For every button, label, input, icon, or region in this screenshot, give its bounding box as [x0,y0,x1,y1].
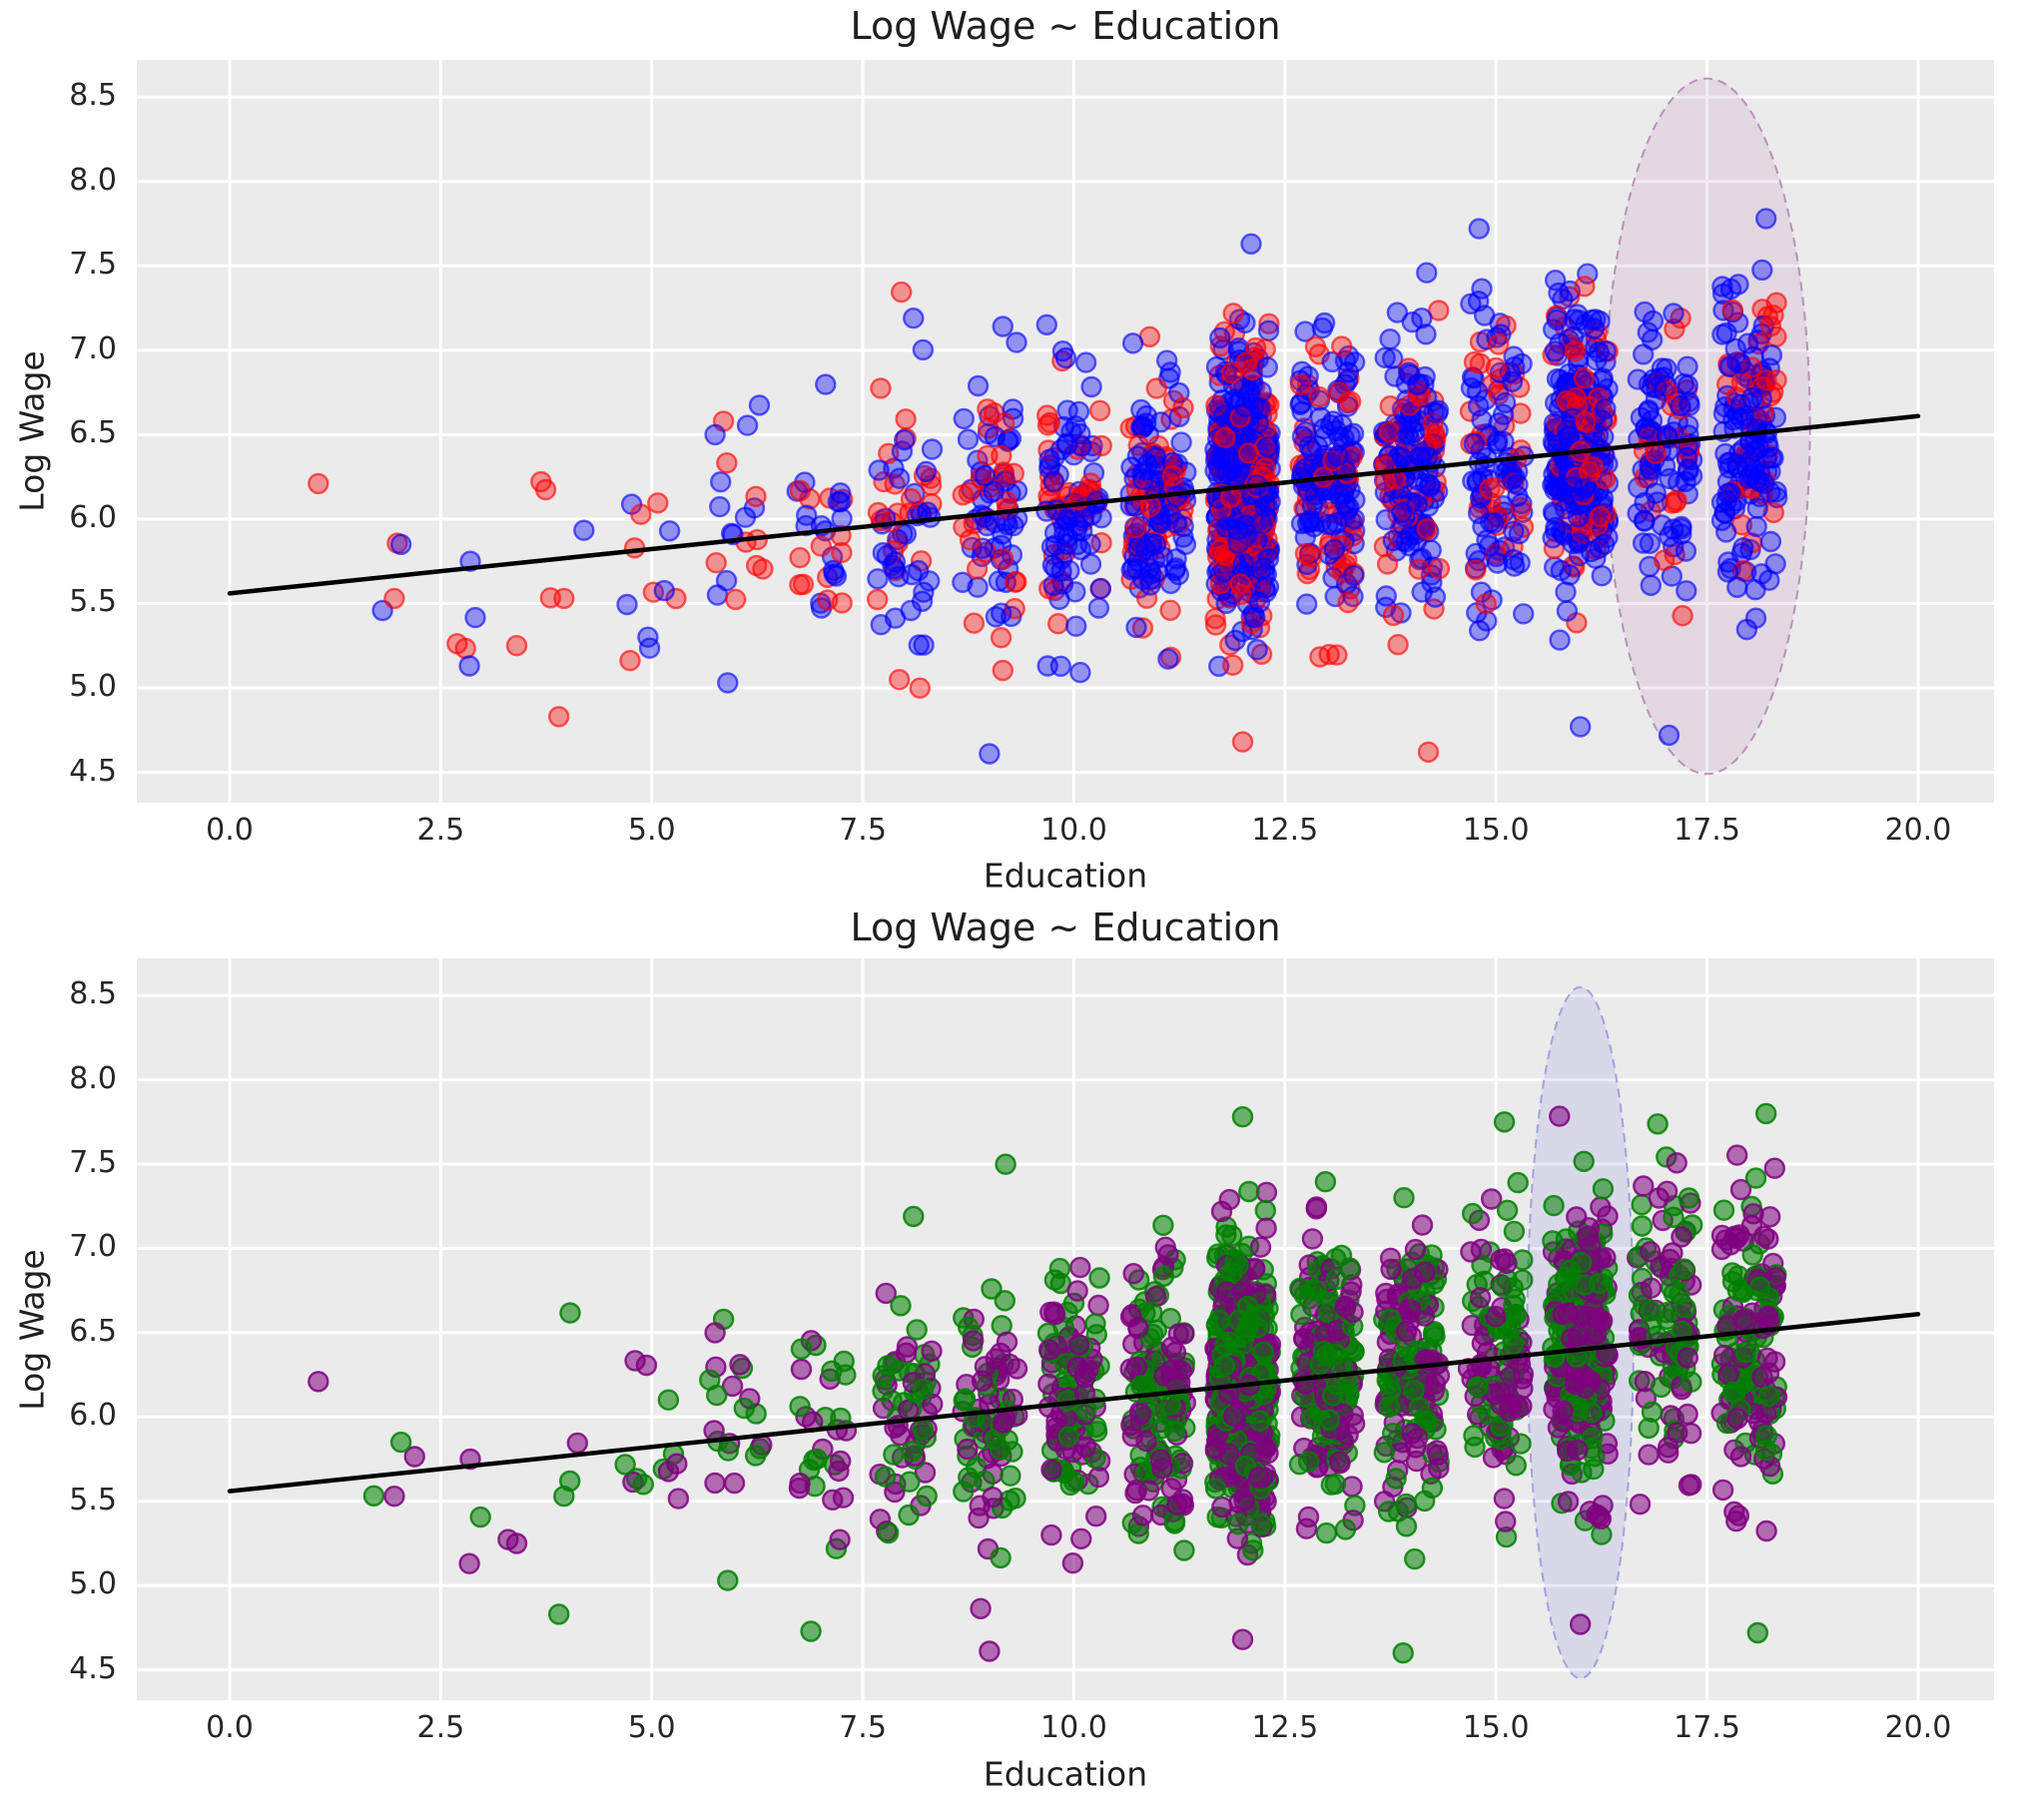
top-scatter-canvas [137,60,1994,803]
y-tick-label: 4.5 [69,753,117,789]
y-tick-label: 8.5 [69,976,117,1012]
y-tick-label: 6.5 [69,415,117,451]
x-tick-label: 5.0 [627,813,676,848]
regression-line [227,413,1921,596]
x-tick-label: 2.5 [416,813,465,848]
regression-line [227,1312,1921,1494]
y-tick-label: 7.0 [69,330,117,366]
y-tick-label: 8.0 [69,162,117,198]
x-tick-label: 17.5 [1674,1710,1740,1745]
x-tick-label: 12.5 [1251,1710,1319,1745]
top-plot-title: Log Wage ~ Education [850,4,1281,48]
x-tick-label: 2.5 [416,1710,465,1745]
x-tick-label: 0.0 [206,813,254,848]
y-tick-label: 6.0 [69,499,117,535]
x-tick-label: 10.0 [1040,1710,1107,1745]
y-tick-label: 6.5 [69,1313,117,1349]
y-tick-label: 7.0 [69,1229,117,1265]
bottom-plot-title: Log Wage ~ Education [850,906,1281,949]
top-x-axis-label: Education [983,856,1148,896]
y-tick-label: 6.0 [69,1398,117,1434]
y-tick-label: 7.5 [69,247,117,283]
x-tick-label: 20.0 [1884,813,1952,848]
y-tick-label: 5.5 [69,584,117,620]
bottom-x-axis-label: Education [983,1754,1148,1794]
y-tick-label: 7.5 [69,1145,117,1180]
x-tick-label: 0.0 [206,1710,254,1745]
y-tick-label: 8.0 [69,1060,117,1096]
x-tick-label: 15.0 [1462,1710,1530,1745]
x-tick-label: 7.5 [839,813,887,848]
y-tick-label: 5.0 [69,1566,117,1602]
x-tick-label: 10.0 [1040,813,1107,848]
x-tick-label: 20.0 [1884,1710,1952,1745]
y-tick-label: 5.0 [69,669,117,705]
y-tick-label: 4.5 [69,1650,117,1686]
scatter-points [308,208,1788,765]
x-tick-label: 12.5 [1251,813,1319,848]
x-tick-label: 15.0 [1462,813,1530,848]
x-tick-label: 5.0 [627,1710,676,1745]
x-tick-label: 7.5 [839,1710,887,1745]
x-tick-label: 17.5 [1674,813,1740,848]
scatter-points [308,1102,1788,1664]
bottom-scatter-canvas [137,958,1994,1700]
y-tick-label: 8.5 [69,78,117,114]
y-tick-label: 5.5 [69,1482,117,1517]
